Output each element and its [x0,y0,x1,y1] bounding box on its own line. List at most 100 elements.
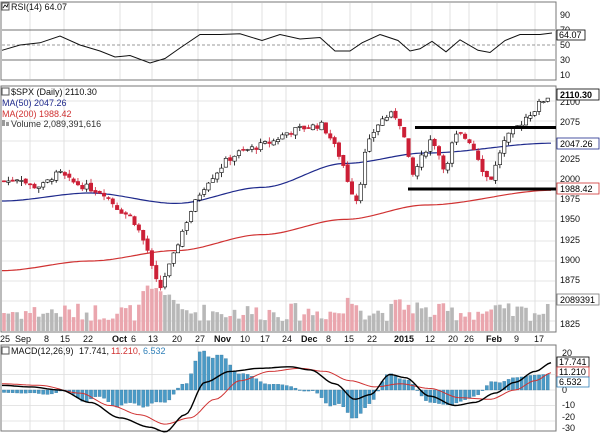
rsi-tick: 50 [560,40,570,50]
x-axis: 25 Sep 8 15 22 Oct 6 13 20 27 Nov 10 17 … [0,334,544,344]
macd-histogram-bar [202,350,206,391]
macd-histogram-bar [119,389,124,406]
candle-body [245,149,250,151]
macd-histogram-bar [371,389,376,400]
x-tick: 8 [326,334,331,344]
candle-body [415,166,420,177]
candle-body [84,183,89,190]
candle-body [241,149,246,151]
macd-histogram-bar [258,381,263,391]
candle-body [228,157,233,161]
volume-bar [232,309,237,331]
macd-legend: MACD(12,26,9) 17.741, 11.210, 6.532 [1,346,166,356]
candle-body [210,178,215,183]
volume-bar [254,307,259,331]
ma50-tag: 2047.26 [560,139,593,149]
volume-bar [50,309,54,331]
volume-bar [84,312,89,331]
volume-bar [472,319,476,331]
volume-bar [532,313,537,331]
candle-body [302,125,307,130]
rsi-panel-frame [0,1,557,81]
macd-histogram-bar [115,389,119,408]
volume-bar [250,314,254,331]
macd-histogram-bar [454,389,459,404]
macd-histogram-bar [498,382,502,391]
macd-histogram-bar [176,387,180,391]
volume-bar [10,312,15,331]
macd-histogram-bar [485,385,489,391]
volume-bar [337,313,341,331]
candle-body [62,172,67,176]
price-tick: 2025 [560,154,580,164]
candle-body [58,170,63,173]
macd-tick: 0 [562,385,567,395]
volume-bar [298,320,302,331]
macd-histogram-bar [128,389,132,403]
candle-body [306,127,311,129]
candle-body [315,125,320,129]
volume-bar [437,303,441,331]
volume-bar [158,291,163,331]
candle-body [319,121,324,131]
candle-body [54,171,59,181]
price-tick: 1975 [560,194,580,204]
candle-body [249,146,254,150]
macd-histogram-bar [254,378,259,391]
x-tick: 10 [240,334,250,344]
volume-bar [271,312,276,331]
macd-histogram-bar [193,360,198,391]
moving-averages [2,142,551,272]
x-tick: 20 [172,334,182,344]
candle-body [223,158,228,168]
volume-bar [402,309,406,331]
volume-bar [202,304,206,331]
candle-body [358,183,363,202]
volume-bar [176,303,180,331]
candle-body [332,137,337,144]
candle-body [184,222,189,231]
macd-histogram-bar [319,389,324,398]
rsi-line [1,32,553,64]
volume-bar [267,309,272,331]
candle-body [310,124,315,131]
macd-histogram-bar [97,389,102,397]
volume-bar [180,309,185,331]
rsi-tick: 30 [560,55,570,65]
macd-histogram-bar [306,389,311,392]
macd-histogram-bar [206,356,211,391]
volume-bar [167,294,172,331]
macd-histogram-bar [393,376,398,391]
volume-bar [284,319,289,331]
volume-bar [45,312,50,331]
candle-body [376,124,381,132]
candle-body [276,139,281,142]
volume-bar [502,308,507,331]
candle-body [489,176,494,180]
volume-bar [545,303,550,331]
candle-body [93,190,98,193]
macd-histogram-bar [263,383,267,391]
volume-bar [411,313,415,331]
volume-bar [219,314,224,331]
candle-body [545,97,550,102]
candle-body [371,132,376,138]
candle-body [236,150,241,156]
x-tick: Dec [301,334,318,344]
volume-bar [150,288,154,331]
candle-body [6,180,11,183]
macd-histogram-bar [41,389,45,395]
volume-bar [228,316,232,331]
volume-bar [28,312,32,331]
macd-histogram-bar [493,381,498,391]
macd-tick: -10 [562,400,575,410]
volume-bars [2,285,550,331]
price-tick: 2000 [560,174,580,184]
candle-body [145,238,150,251]
volume-bar [23,311,28,331]
price-tick: 1950 [560,214,580,224]
macd-histogram-bar [154,389,158,403]
candle-body [406,138,411,157]
x-tick: 6 [131,334,136,344]
candle-body [393,110,398,119]
